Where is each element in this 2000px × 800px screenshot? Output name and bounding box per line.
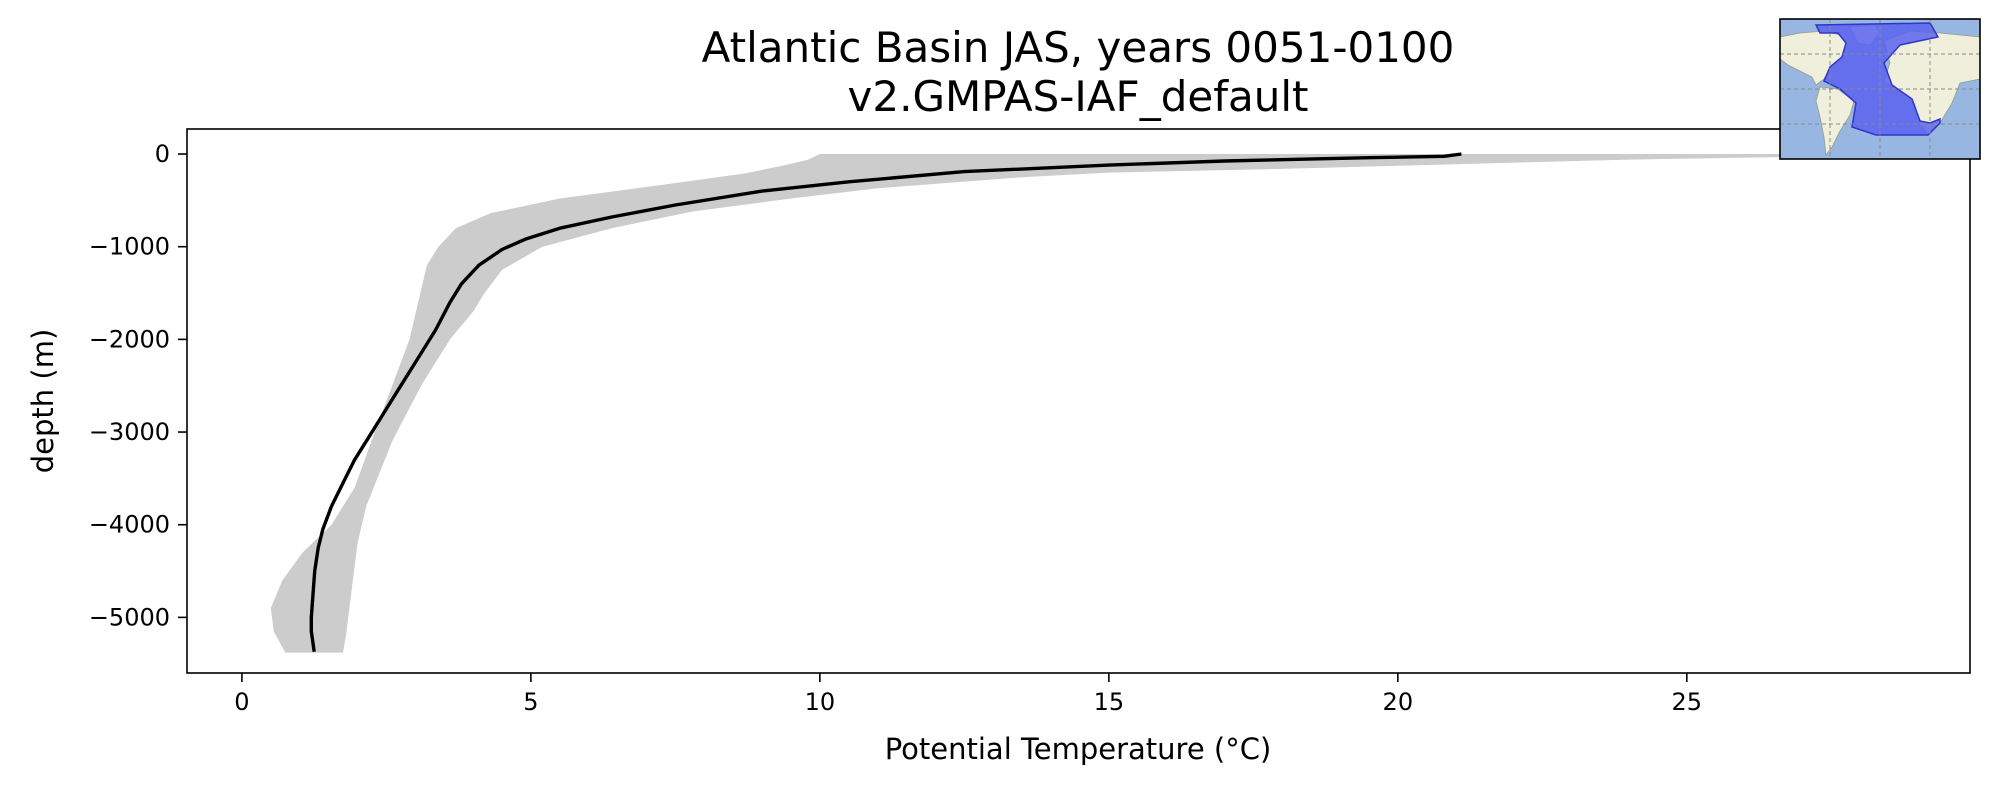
- y-axis: 0 −1000 −2000 −3000 −4000 −5000: [89, 140, 187, 631]
- inset-frame: [1779, 18, 1981, 160]
- x-tick-label: 10: [805, 688, 836, 716]
- spread-band: [270, 154, 1970, 653]
- chart-subtitle: v2.GMPAS-IAF_default: [848, 72, 1309, 121]
- x-tick-label: 0: [234, 688, 249, 716]
- x-tick-label: 5: [523, 688, 538, 716]
- y-tick-label: −3000: [89, 418, 170, 446]
- inset-map: [1779, 18, 1981, 160]
- axes-frame: [186, 128, 1971, 674]
- y-tick-label: 0: [155, 140, 170, 168]
- x-tick-label: 20: [1383, 688, 1414, 716]
- inset-atlantic-region: [1814, 22, 1941, 136]
- x-tick-label: 25: [1672, 688, 1703, 716]
- y-tick-label: −5000: [89, 603, 170, 631]
- y-tick-label: −1000: [89, 233, 170, 261]
- chart-title: Atlantic Basin JAS, years 0051-0100: [702, 23, 1455, 72]
- mean-profile-line: [309, 152, 1462, 652]
- plot-area: [270, 152, 1970, 653]
- inset-gridlines: [1780, 19, 1980, 159]
- y-tick-label: −2000: [89, 325, 170, 353]
- x-tick-label: 15: [1094, 688, 1125, 716]
- y-tick-label: −4000: [89, 511, 170, 539]
- x-axis: 0 5 10 15 20 25: [234, 673, 1702, 716]
- y-axis-label: depth (m): [26, 329, 60, 474]
- x-axis-label: Potential Temperature (°C): [885, 732, 1272, 766]
